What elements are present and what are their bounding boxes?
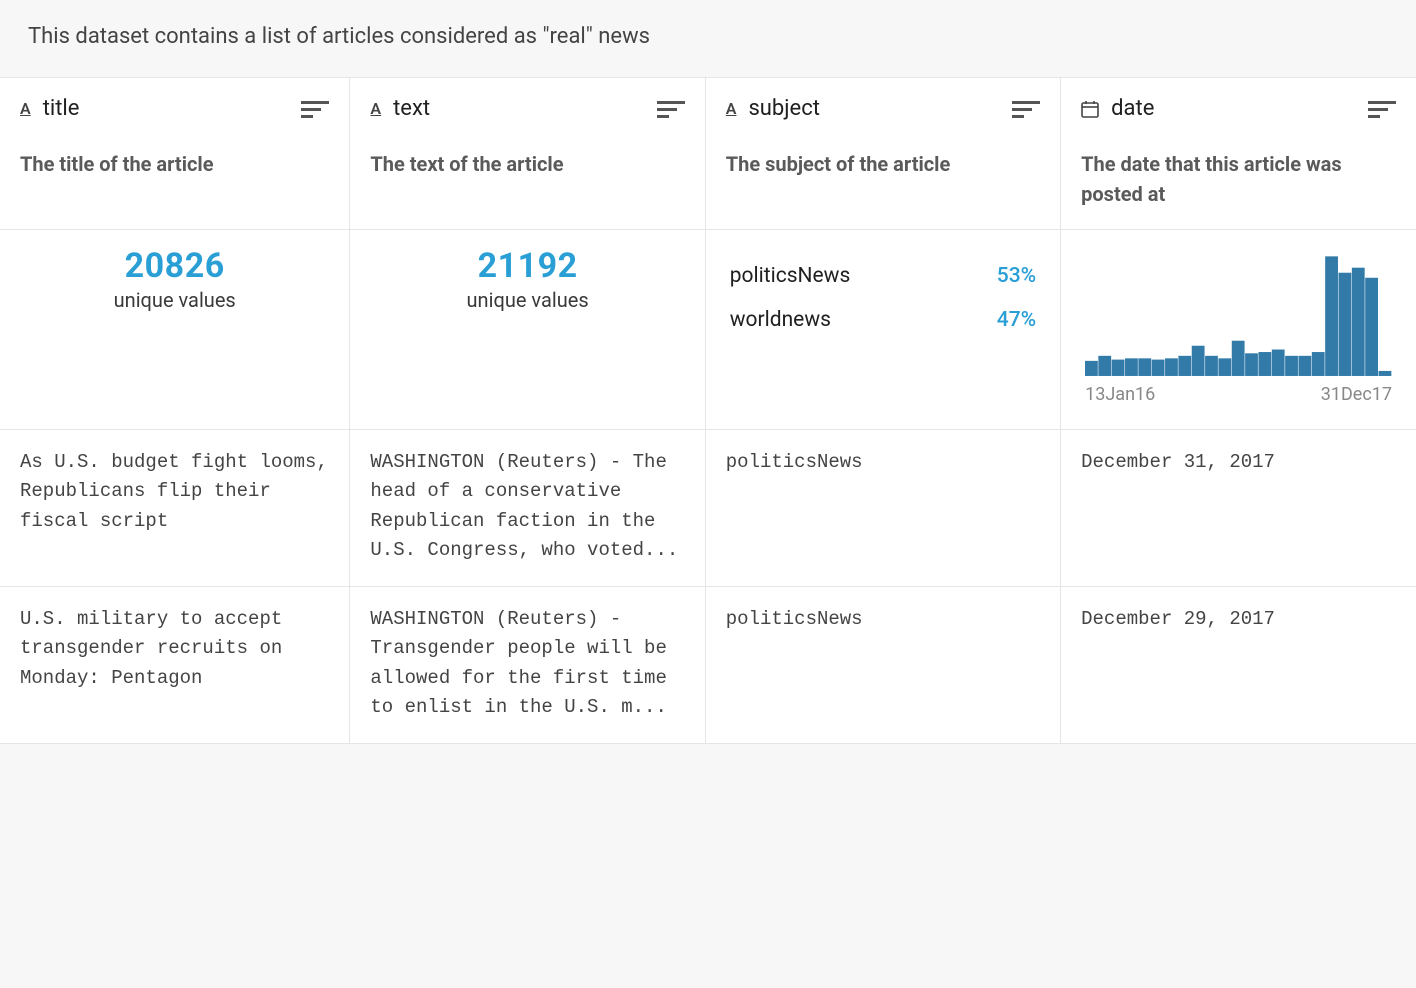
column-stats-row: 20826 unique values 21192 unique values … [0,230,1416,430]
dataset-description: This dataset contains a list of articles… [0,0,1416,78]
string-type-icon: A [370,101,381,117]
unique-count: 20826 [20,246,329,286]
cell-date: December 29, 2017 [1061,586,1416,743]
sort-icon[interactable] [657,99,685,119]
cell-subject: politicsNews [705,430,1060,587]
column-name: title [43,96,80,121]
stats-subject: politicsNews 53% worldnews 47% [705,230,1060,430]
unique-count: 21192 [370,246,684,286]
histogram-axis-max: 31Dec17 [1321,384,1392,405]
column-name: date [1111,96,1154,121]
column-description: The text of the article [370,149,684,179]
category-row[interactable]: politicsNews 53% [730,254,1036,298]
data-table: A title The title of the article A text … [0,78,1416,744]
table-row[interactable]: As U.S. budget fight looms, Republicans … [0,430,1416,587]
stats-title: 20826 unique values [0,230,350,430]
string-type-icon: A [726,101,737,117]
string-type-icon: A [20,101,31,117]
column-name: text [393,96,430,121]
stats-date: 13Jan16 31Dec17 [1061,230,1416,430]
category-label: worldnews [730,308,831,332]
column-header-row: A title The title of the article A text … [0,78,1416,230]
unique-label: unique values [20,288,329,312]
histogram-axis-min: 13Jan16 [1085,384,1155,405]
column-header-title[interactable]: A title The title of the article [0,78,350,230]
cell-text: WASHINGTON (Reuters) - Transgender peopl… [350,586,705,743]
date-histogram[interactable] [1085,246,1392,378]
cell-title: As U.S. budget fight looms, Republicans … [0,430,350,587]
sort-icon[interactable] [301,99,329,119]
category-label: politicsNews [730,264,851,288]
category-pct: 53% [997,264,1036,288]
cell-date: December 31, 2017 [1061,430,1416,587]
cell-text: WASHINGTON (Reuters) - The head of a con… [350,430,705,587]
column-name: subject [748,96,819,121]
column-header-subject[interactable]: A subject The subject of the article [705,78,1060,230]
unique-label: unique values [370,288,684,312]
category-pct: 47% [997,308,1036,332]
stats-text: 21192 unique values [350,230,705,430]
date-type-icon [1081,100,1099,118]
sort-icon[interactable] [1368,99,1396,119]
column-header-date[interactable]: date The date that this article was post… [1061,78,1416,230]
column-header-text[interactable]: A text The text of the article [350,78,705,230]
cell-title: U.S. military to accept transgender recr… [0,586,350,743]
column-description: The title of the article [20,149,329,179]
sort-icon[interactable] [1012,99,1040,119]
cell-subject: politicsNews [705,586,1060,743]
column-description: The date that this article was posted at [1081,149,1396,209]
table-row[interactable]: U.S. military to accept transgender recr… [0,586,1416,743]
column-description: The subject of the article [726,149,1040,179]
category-row[interactable]: worldnews 47% [730,298,1036,342]
